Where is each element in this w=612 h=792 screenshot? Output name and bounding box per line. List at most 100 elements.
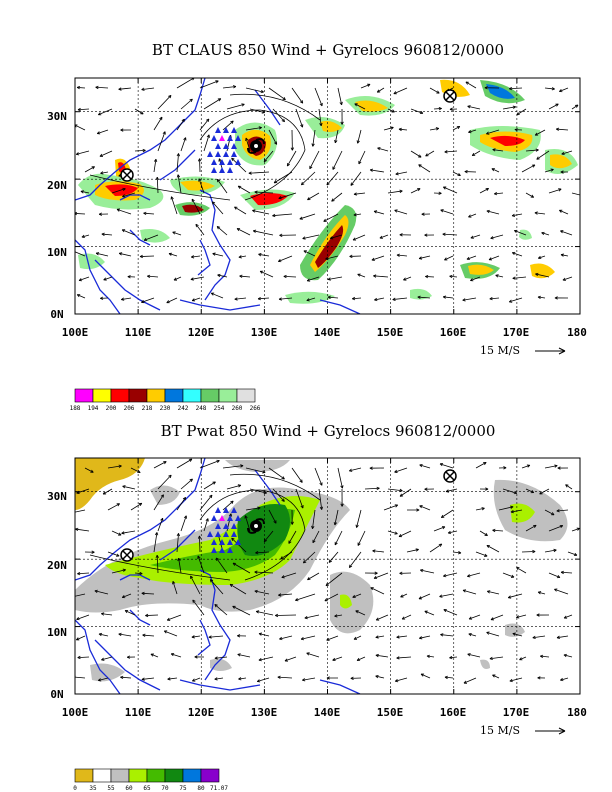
wind-vector [120,675,132,680]
wind-vector [479,487,489,491]
wind-vector [525,488,535,494]
wind-vector [337,467,344,489]
wind-vector [176,118,185,131]
colorbar-swatch [74,388,94,403]
wind-vector [107,503,120,511]
wind-vector [107,551,120,557]
wind-vector [374,297,385,302]
coastline [197,619,211,656]
wind-vector [495,274,504,278]
wind-vector [252,229,274,236]
wind-vector [424,233,435,237]
colorbar-label: 0 [73,785,77,792]
wind-vector [357,530,366,546]
wind-vector [350,676,362,680]
gyre-circle-x-icon [120,548,134,562]
wind-vector [532,635,546,640]
triangle-marker-icon [211,167,217,173]
wind-vector [370,587,385,595]
wind-vector [98,677,109,682]
wind-vector [510,509,523,514]
wind-vector [197,158,202,173]
wind-vector [279,233,297,237]
wind-vector [141,591,155,596]
wind-vector [238,255,247,259]
wind-vector [327,295,339,299]
wind-vector [122,485,136,490]
colorbar-swatch [218,388,238,403]
wind-vector [127,655,136,659]
wind-vector [440,209,454,215]
wind-vector [502,488,518,495]
wind-vector [554,296,569,300]
wind-vector [565,484,573,490]
wind-vector [337,87,343,106]
wind-vector [563,653,573,658]
wind-vector [101,656,113,661]
wind-vector [475,507,485,511]
wind-vector [539,488,550,495]
coastline [199,189,231,301]
colorbar-swatch [236,388,256,403]
wind-vector [314,467,323,486]
wind-vector [442,186,458,194]
wind-vector [295,593,316,602]
coastline [159,149,196,181]
wind-vector [84,166,95,173]
wind-vector [75,509,86,513]
wind-vector [401,614,412,620]
triangle-marker-icon [207,531,213,537]
wind-vector [470,234,481,239]
wind-vector [364,486,380,491]
wind-vector [443,609,458,616]
wind-vector [278,297,293,301]
wind-vector [349,254,362,259]
wind-vector [176,533,180,553]
coastline [129,609,151,626]
wind-vector [419,505,431,511]
wind-vector [548,188,562,194]
triangle-marker-icon [223,523,229,529]
triangle-marker-icon [227,135,233,141]
wind-vector [75,635,86,641]
wind-vector [191,297,201,302]
lat-tick: 20N [47,179,67,192]
wind-vector [350,171,362,186]
wind-vector [418,164,431,173]
wind-vector [537,255,546,260]
wind-vector [452,126,461,131]
wind-vector [157,517,164,532]
lon-tick: 130E [251,326,278,339]
wind-vector [326,676,339,680]
coastline [94,259,161,311]
triangle-marker-icon [231,127,237,133]
wind-vector [420,673,431,679]
panel-2-axis-ticks [74,458,581,695]
wind-vector [141,87,155,91]
wind-vector [375,635,385,639]
wind-vector [172,231,182,236]
wind-vector [406,508,420,512]
wind-vector [516,108,527,116]
wind-vector [286,150,297,167]
wind-vector [332,150,343,170]
wind-vector [425,274,435,279]
wind-vector [75,527,90,532]
triangle-marker-icon [219,547,225,553]
wind-vector [121,593,132,599]
lat-tick: 0N [50,688,63,701]
wind-vector [284,656,297,662]
wind-vector [537,676,546,680]
wind-vector [392,297,408,301]
wind-vector [534,129,546,136]
colorbar-label: 200 [106,405,117,412]
wind-vector [544,87,555,91]
wind-vector [544,464,558,469]
colorbar-label: 35 [89,785,97,792]
wind-vector [357,273,366,278]
colorbar-label: 71.07 [210,785,228,792]
wind-vector [302,677,316,682]
wind-vector [327,276,343,281]
wind-vector [373,572,389,580]
wind-vector [445,488,458,493]
